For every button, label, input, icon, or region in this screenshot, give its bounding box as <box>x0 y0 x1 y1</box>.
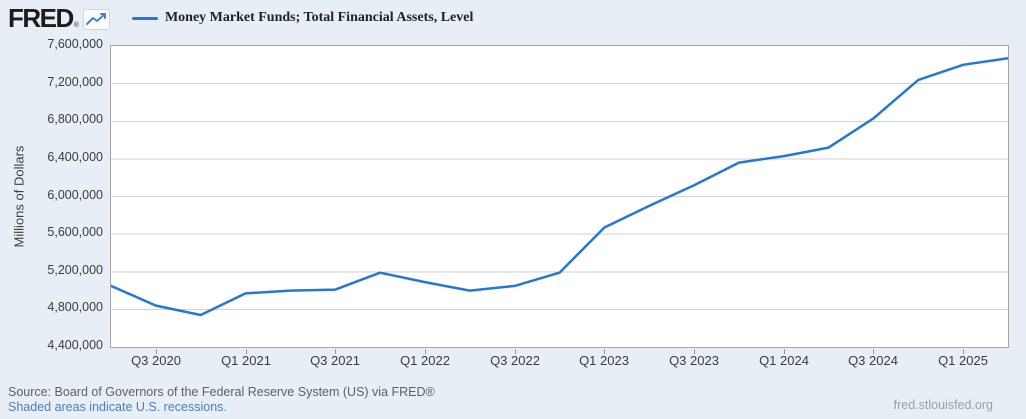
y-tick-label: 5,200,000 <box>47 262 103 277</box>
x-tick-label: Q3 2020 <box>131 353 181 368</box>
x-tick-mark <box>246 349 247 354</box>
legend: Money Market Funds; Total Financial Asse… <box>131 10 474 26</box>
y-tick-label: 7,600,000 <box>47 37 103 51</box>
plot-area[interactable] <box>110 45 1009 348</box>
recessions-link[interactable]: Shaded areas indicate U.S. recessions. <box>8 400 227 414</box>
x-tick-mark <box>604 349 605 354</box>
x-tick-label: Q3 2023 <box>669 353 719 368</box>
line-chart-icon <box>82 9 110 30</box>
x-tick-mark <box>335 349 336 354</box>
fred-site-url: fred.stlouisfed.org <box>893 398 993 412</box>
x-tick-label: Q3 2021 <box>310 353 360 368</box>
x-tick-label: Q1 2021 <box>221 353 271 368</box>
x-tick-label: Q1 2023 <box>579 353 629 368</box>
source-attribution: Source: Board of Governors of the Federa… <box>8 385 435 399</box>
x-tick-mark <box>784 349 785 354</box>
x-tick-mark <box>515 349 516 354</box>
x-tick-mark <box>694 349 695 354</box>
data-line-series[interactable] <box>111 56 1008 317</box>
legend-line-swatch <box>131 16 158 20</box>
y-tick-label: 4,400,000 <box>47 338 103 352</box>
fred-logo[interactable]: FRED ® <box>8 3 110 33</box>
y-tick-label: 5,600,000 <box>47 225 103 240</box>
y-tick-label: 6,000,000 <box>47 187 103 202</box>
x-tick-label: Q3 2024 <box>848 353 898 368</box>
x-tick-mark <box>425 349 426 354</box>
x-tick-mark <box>156 349 157 354</box>
x-tick-mark <box>873 349 874 354</box>
x-tick-label: Q1 2024 <box>759 353 809 368</box>
line-chart-svg <box>111 56 1008 317</box>
y-tick-label: 6,400,000 <box>47 149 103 164</box>
fred-logo-text: FRED <box>8 3 74 33</box>
x-tick-label: Q1 2025 <box>938 353 988 368</box>
y-tick-label: 7,200,000 <box>47 74 103 89</box>
x-tick-label: Q1 2022 <box>400 353 450 368</box>
y-tick-label: 6,800,000 <box>47 112 103 127</box>
series-title: Money Market Funds; Total Financial Asse… <box>164 10 474 25</box>
fred-logo-registered-mark: ® <box>73 22 79 29</box>
y-tick-label: 4,800,000 <box>47 300 103 315</box>
x-tick-label: Q3 2022 <box>490 353 540 368</box>
x-tick-mark <box>963 349 964 354</box>
chart-header: FRED ® Money Market Funds; Total Financi… <box>8 4 473 32</box>
